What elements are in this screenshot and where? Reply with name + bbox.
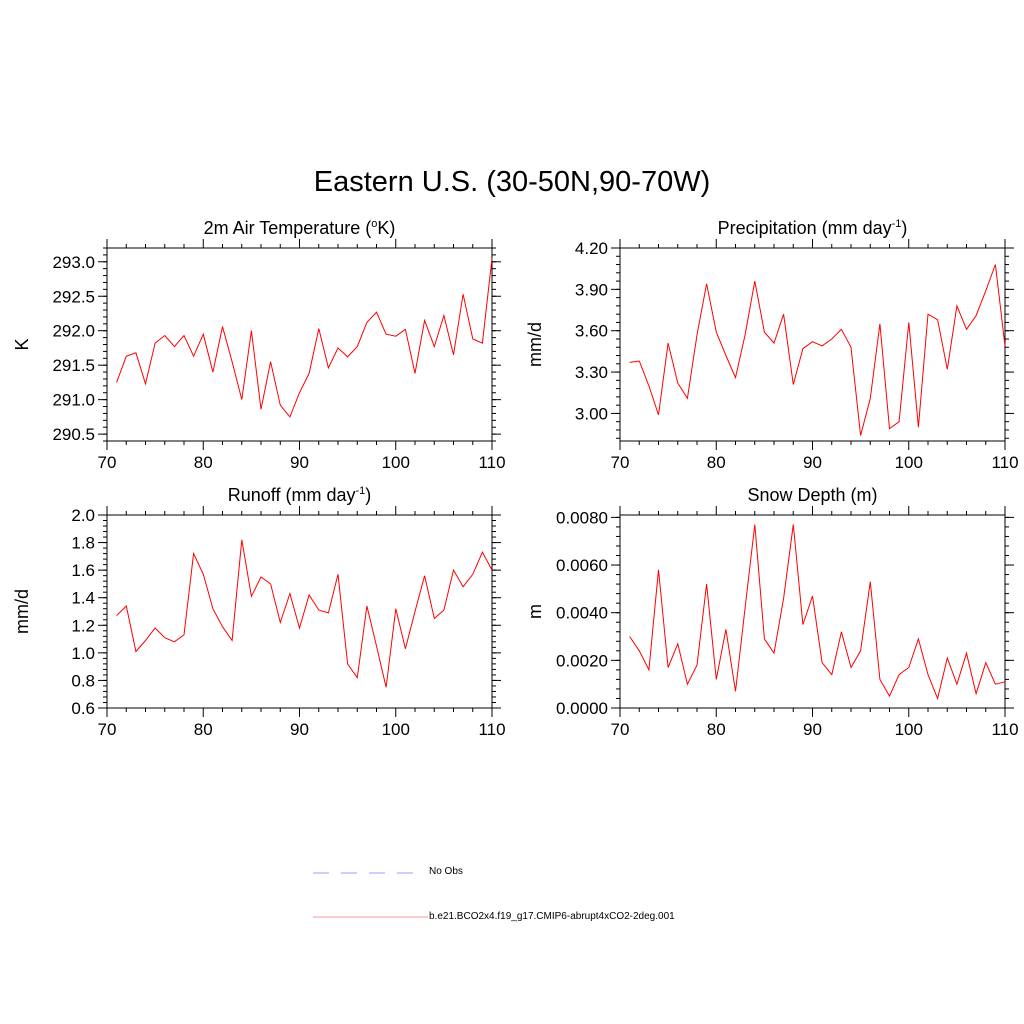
snow-x-tick-label: 80 [707, 720, 726, 739]
temp-y-tick-label: 292.0 [52, 322, 95, 341]
precip-x-tick-label: 90 [803, 453, 822, 472]
temp-title-sup: o [371, 218, 377, 230]
precip-series-line [629, 264, 1006, 436]
precip-x-tick-label: 70 [611, 453, 630, 472]
temp-y-tick-label: 292.5 [52, 287, 95, 306]
temp-x-tick-label: 70 [98, 453, 117, 472]
temp-x-tick-label: 80 [194, 453, 213, 472]
temp-x-tick-label: 90 [290, 453, 309, 472]
runoff-title-main: Runoff (mm day [228, 485, 356, 505]
runoff-y-tick-label: 0.6 [71, 699, 95, 718]
precip-y-axis-label: mm/d [525, 322, 545, 367]
runoff-y-tick-label: 1.0 [71, 644, 95, 663]
precip-title-after: ) [901, 218, 907, 238]
temp-title-after: K) [377, 218, 395, 238]
runoff-x-tick-label: 110 [478, 720, 505, 739]
snow-y-tick-label: 0.0040 [556, 604, 608, 623]
snow-panel-title: Snow Depth (m) [747, 485, 877, 505]
runoff-y-tick-label: 0.8 [71, 671, 95, 690]
precip-x-tick-label: 110 [991, 453, 1018, 472]
legend-no-obs-label: No Obs [429, 866, 463, 877]
temp-y-tick-label: 291.5 [52, 356, 95, 375]
main-title: Eastern U.S. (30-50N,90-70W) [313, 166, 711, 198]
snow-panel: 70 80 90 100 110 0.0000 0.0020 0.0040 0.0060 0.00… [525, 485, 1019, 739]
temp-title-main: 2m Air Temperature ( [204, 218, 372, 238]
legend-model-label: b.e21.BCO2x4.f19_g17.CMIP6-abrupt4xCO2-2… [429, 911, 675, 922]
temp-panel-title: 2m Air Temperature (oK) [204, 218, 396, 238]
runoff-y-axis-label: mm/d [12, 589, 32, 634]
runoff-panel-title: Runoff (mm day-1) [228, 485, 372, 505]
snow-x-tick-label: 100 [895, 720, 923, 739]
snow-x-tick-label: 110 [991, 720, 1018, 739]
snow-y-tick-label: 0.0080 [556, 508, 608, 527]
runoff-y-tick-label: 1.6 [71, 561, 95, 580]
temp-y-tick-label: 293.0 [52, 253, 95, 272]
runoff-x-tick-label: 80 [194, 720, 213, 739]
snow-y-tick-label: 0.0000 [556, 699, 608, 718]
snow-y-tick-label: 0.0060 [556, 556, 608, 575]
temp-series-line [116, 258, 493, 418]
precip-y-tick-label: 3.90 [575, 280, 608, 299]
snow-x-tick-label: 90 [803, 720, 822, 739]
runoff-x-tick-label: 70 [98, 720, 117, 739]
temp-y-axis-label: K [12, 338, 32, 350]
snow-series-line [629, 524, 1006, 701]
precip-y-tick-label: 3.60 [575, 322, 608, 341]
runoff-series-line [116, 539, 493, 688]
precip-panel-title: Precipitation (mm day-1) [718, 218, 908, 238]
runoff-title-sup: -1 [355, 485, 365, 497]
runoff-y-tick-label: 1.2 [71, 616, 95, 635]
runoff-panel: 70 80 90 100 110 0.6 0.8 1.0 1.2 1.4 1.6 1.8 2.0 Runo… [12, 485, 506, 739]
precip-y-tick-label: 4.20 [575, 239, 608, 258]
precip-panel: 70 80 90 100 110 3.00 3.30 3.60 3.90 4.20 Precipit… [525, 218, 1019, 472]
temp-y-tick-label: 291.0 [52, 391, 95, 410]
temp-panel: 70 80 90 100 110 290.5 291.0 291.5 292.0 292.5 293… [12, 218, 506, 472]
snow-y-axis-label: m [525, 604, 545, 619]
runoff-x-tick-label: 100 [382, 720, 410, 739]
precip-title-sup: -1 [892, 218, 902, 230]
runoff-title-after: ) [365, 485, 371, 505]
temp-x-tick-label: 100 [382, 453, 410, 472]
snow-x-tick-label: 70 [611, 720, 630, 739]
runoff-y-tick-label: 1.4 [71, 589, 95, 608]
runoff-y-tick-label: 1.8 [71, 534, 95, 553]
temp-x-tick-label: 110 [478, 453, 505, 472]
runoff-x-tick-label: 90 [290, 720, 309, 739]
precip-title-main: Precipitation (mm day [718, 218, 892, 238]
snow-title-main: Snow Depth (m) [747, 485, 877, 505]
precip-y-tick-label: 3.30 [575, 363, 608, 382]
precip-y-tick-label: 3.00 [575, 404, 608, 423]
temp-y-tick-label: 290.5 [52, 425, 95, 444]
precip-x-tick-label: 100 [895, 453, 923, 472]
runoff-y-tick-label: 2.0 [71, 506, 95, 525]
precip-x-tick-label: 80 [707, 453, 726, 472]
snow-y-tick-label: 0.0020 [556, 651, 608, 670]
